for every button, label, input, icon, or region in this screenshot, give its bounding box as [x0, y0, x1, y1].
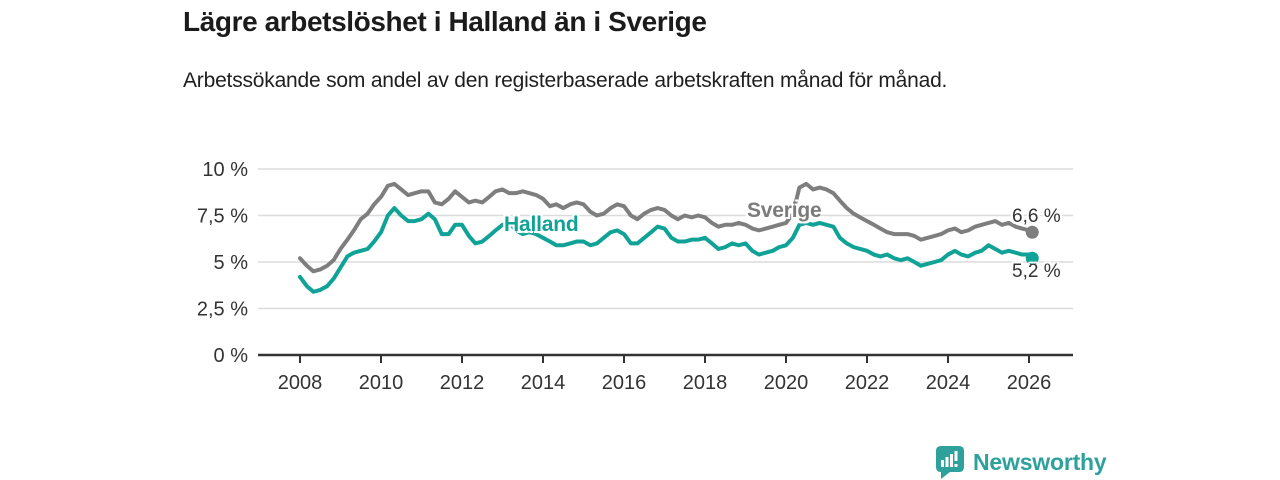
- x-axis-tick-label: 2016: [602, 372, 647, 394]
- x-axis-tick-label: 2022: [845, 372, 890, 394]
- x-axis-tick-label: 2026: [1007, 372, 1052, 394]
- x-axis-tick-label: 2012: [440, 372, 485, 394]
- sverige-end-value: 6,6 %: [1012, 206, 1061, 227]
- newsworthy-logo[interactable]: Newsworthy: [936, 446, 1107, 479]
- y-axis-tick-label: 10 %: [202, 159, 248, 181]
- halland-series-label: Halland: [504, 213, 579, 236]
- x-axis-tick-label: 2018: [683, 372, 728, 394]
- sverige-end-dot: [1025, 225, 1039, 239]
- x-axis-tick-label: 2008: [278, 372, 323, 394]
- page-title: Lägre arbetslöshet i Halland än i Sverig…: [183, 6, 707, 37]
- halland-end-dot: [1025, 251, 1039, 265]
- x-axis-tick-label: 2014: [521, 372, 566, 394]
- x-axis-tick-label: 2010: [359, 372, 404, 394]
- sverige-series-label: Sverige: [747, 199, 822, 222]
- sverige-line: [298, 181, 1035, 274]
- bar-chart-bubble-icon: [936, 446, 964, 479]
- y-axis-tick-label: 7,5 %: [197, 206, 248, 228]
- halland-end-value: 5,2 %: [1012, 261, 1061, 282]
- y-axis-tick-label: 2,5 %: [197, 299, 248, 321]
- halland-line: [298, 206, 1035, 294]
- y-axis-tick-label: 0 %: [214, 345, 249, 367]
- x-axis-tick-label: 2020: [764, 372, 809, 394]
- x-axis-tick-label: 2024: [926, 372, 971, 394]
- newsworthy-logo-text: Newsworthy: [973, 449, 1107, 475]
- y-axis-tick-label: 5 %: [214, 252, 249, 274]
- chart-subtitle: Arbetssökande som andel av den registerb…: [183, 69, 948, 92]
